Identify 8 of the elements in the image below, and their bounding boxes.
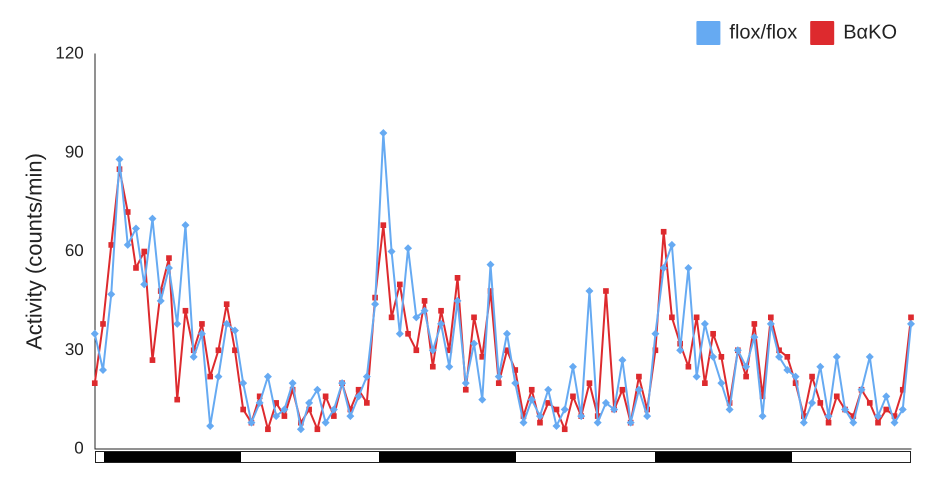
legend-label: flox/flox [729,22,798,44]
y-tick-label: 120 [55,44,84,63]
legend-label: BαKO [843,22,898,44]
y-tick-label: 0 [74,438,84,458]
y-tick-label: 30 [64,340,84,359]
y-tick-label: 90 [64,142,84,162]
y-axis-title: Activity (counts/min) [21,153,46,350]
y-tick-label: 60 [64,241,84,260]
